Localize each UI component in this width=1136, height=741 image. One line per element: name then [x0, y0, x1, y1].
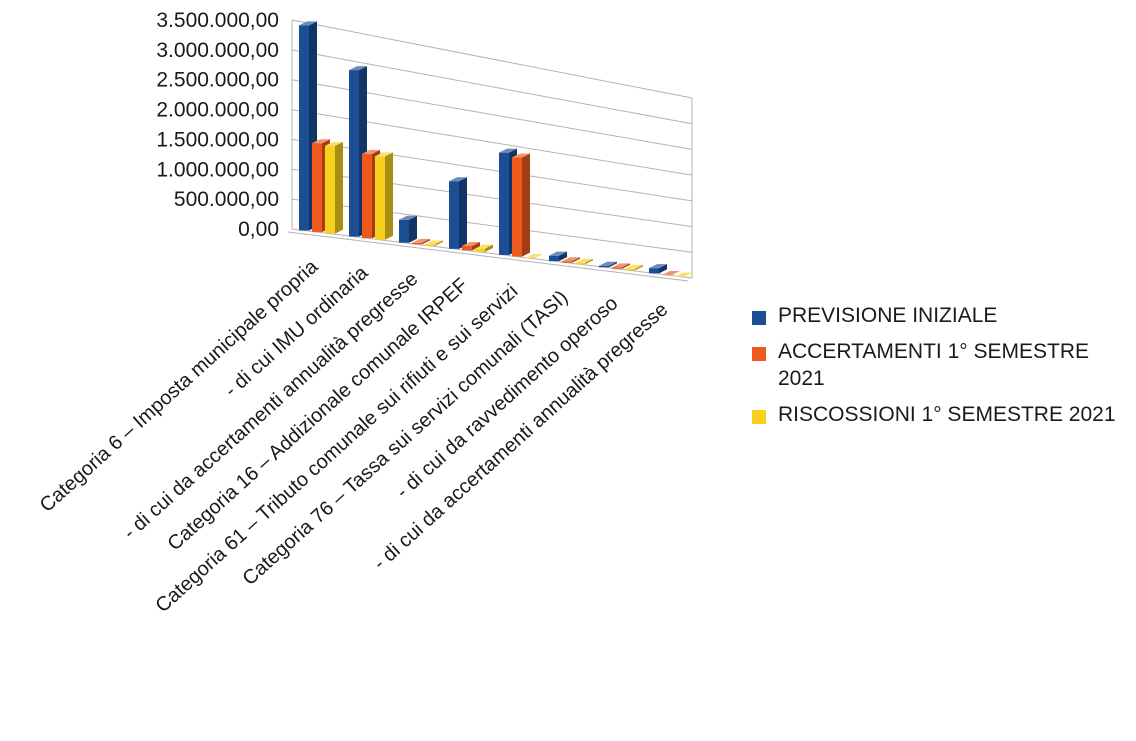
bar-1-4 [512, 157, 522, 257]
bar-0-7-side [659, 264, 667, 274]
bar-1-0-top [312, 139, 330, 144]
bar-1-2 [412, 242, 422, 245]
bar-0-2 [399, 219, 409, 243]
bar-1-5 [562, 261, 572, 263]
bar-2-2-top [425, 240, 443, 245]
bar-2-6-top [625, 264, 643, 269]
bar-1-5-top [562, 257, 580, 262]
bar-1-2-side [422, 238, 430, 245]
legend-item-previsione: PREVISIONE INIZIALE [752, 302, 1122, 329]
legend-item-accertamenti: ACCERTAMENTI 1° SEMESTRE 2021 [752, 338, 1122, 392]
gridline-6 [291, 49, 693, 125]
legend-label-accertamenti: ACCERTAMENTI 1° SEMESTRE 2021 [778, 340, 1090, 390]
bar-1-5-side [572, 257, 580, 263]
bar-2-1-side [385, 152, 393, 240]
bar-0-7-top [649, 264, 667, 269]
bar-2-5 [575, 262, 585, 265]
y-tick-label-0: 0,00 [238, 218, 279, 241]
plot-floor-front [287, 231, 689, 282]
bar-1-4-top [512, 153, 530, 158]
bar-0-0-top [299, 21, 317, 26]
bar-1-3 [462, 245, 472, 251]
bar-0-6-top [599, 261, 617, 266]
y-tick-label-1: 500.000,00 [174, 188, 279, 211]
y-tick-label-6: 3.000.000,00 [156, 39, 279, 62]
y-tick-label-4: 2.000.000,00 [156, 99, 279, 122]
bar-2-5-side [585, 258, 593, 265]
legend-label-previsione: PREVISIONE INIZIALE [778, 304, 998, 327]
legend-swatch-riscossioni [752, 410, 766, 424]
bar-0-5-top [549, 251, 567, 256]
y-tick-label-7: 3.500.000,00 [156, 9, 279, 32]
bar-1-3-side [472, 241, 480, 251]
bar-2-0 [325, 145, 335, 234]
y-tick-label-3: 1.500.000,00 [156, 128, 279, 151]
bar-0-2-top [399, 215, 417, 220]
bar-2-2-side [435, 240, 443, 246]
y-tick-label-5: 2.500.000,00 [156, 69, 279, 92]
bar-0-7 [649, 268, 659, 274]
legend-swatch-previsione [752, 311, 766, 325]
bar-0-6 [599, 265, 609, 268]
bar-2-0-side [335, 141, 343, 234]
legend-label-riscossioni: RISCOSSIONI 1° SEMESTRE 2021 [778, 403, 1116, 426]
bar-0-3 [449, 181, 459, 249]
bar-2-3-side [485, 244, 493, 253]
bar-2-2 [425, 244, 435, 246]
bar-0-2-side [409, 215, 417, 243]
bar-0-3-side [459, 177, 467, 249]
bar-1-1-top [362, 149, 380, 154]
bar-0-1-top [349, 66, 367, 71]
bar-2-5-top [575, 258, 593, 263]
chart-legend: PREVISIONE INIZIALE ACCERTAMENTI 1° SEME… [752, 302, 1122, 437]
bar-1-2-top [412, 238, 430, 243]
bar-1-6-top [612, 263, 630, 268]
gridline-7 [291, 19, 693, 99]
bar-1-6-side [622, 263, 630, 269]
bar-2-6-side [635, 264, 643, 271]
bar-2-7-top [675, 272, 693, 277]
bar-1-1 [362, 153, 372, 239]
bar-0-3-top [449, 177, 467, 182]
legend-item-riscossioni: RISCOSSIONI 1° SEMESTRE 2021 [752, 401, 1122, 428]
bar-0-5-side [559, 251, 567, 262]
bar-1-7-top [662, 270, 680, 275]
bar-1-3-top [462, 241, 480, 246]
y-tick-label-2: 1.000.000,00 [156, 158, 279, 181]
bar-1-0 [312, 143, 322, 233]
bar-0-6-side [609, 261, 617, 268]
bar-2-4-top [525, 254, 543, 259]
bar-1-4-side [522, 153, 530, 257]
bar-2-0-top [325, 141, 343, 146]
bar-2-1-top [375, 152, 393, 157]
bar-0-4 [499, 152, 509, 255]
legend-swatch-accertamenti [752, 347, 766, 361]
bar-1-6 [612, 267, 622, 269]
bar-0-4-top [499, 148, 517, 153]
bar-0-0 [299, 25, 309, 231]
bar-2-1 [375, 156, 385, 240]
bar-2-3-top [475, 244, 493, 249]
bar-0-5 [549, 255, 559, 262]
bar-2-6 [625, 268, 635, 271]
bar-0-1 [349, 70, 359, 237]
bar-2-3 [475, 248, 485, 253]
